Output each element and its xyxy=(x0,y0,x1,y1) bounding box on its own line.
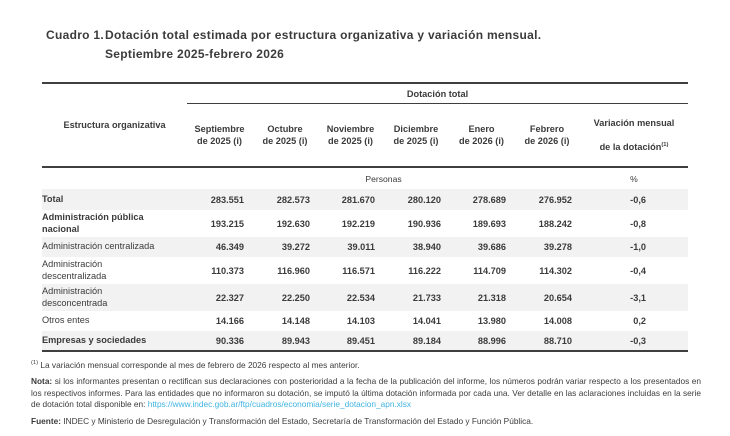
data-cell: 46.349 xyxy=(215,242,244,253)
nota-paragraph: Nota: si los informantes presentan o rec… xyxy=(31,376,701,411)
data-cell: 39.278 xyxy=(543,242,572,253)
col-header-nov-2025: Noviembre de 2025 (i) xyxy=(318,103,383,169)
col-header-dic-2025: Diciembre de 2025 (i) xyxy=(383,103,449,169)
data-cell: 283.551 xyxy=(210,194,244,205)
col-header-feb-2026: Febrero de 2026 (i) xyxy=(514,103,580,169)
variation-cell: -0,6 xyxy=(630,194,646,205)
data-cell: 21.318 xyxy=(477,292,506,303)
units-row: Personas % xyxy=(42,167,688,189)
data-cell: 14.103 xyxy=(346,316,375,327)
footnote-marker: (1) xyxy=(661,142,669,149)
data-cell: 116.960 xyxy=(277,265,310,276)
group-header-row: Estructura organizativa Dotación total xyxy=(42,83,688,169)
table-row-centralizada: Administración centralizada 46.349 39.27… xyxy=(42,237,688,258)
data-cell: 276.952 xyxy=(538,194,572,205)
footnotes-block: (1) La variación mensual corresponde al … xyxy=(31,360,701,427)
data-cell: 88.996 xyxy=(477,335,506,346)
cuadro-number: Cuadro 1. xyxy=(46,28,105,42)
variation-cell: -1,0 xyxy=(630,242,646,253)
group-header: Dotación total xyxy=(187,83,688,105)
nota-text: si los informantes presentan o rectifica… xyxy=(31,375,701,410)
variation-cell: -0,8 xyxy=(630,218,646,229)
row-header-label: Estructura organizativa xyxy=(42,83,187,169)
data-cell: 14.041 xyxy=(412,316,441,327)
data-cell: 39.272 xyxy=(281,242,310,253)
col-header-oct-2025: Octubre de 2025 (i) xyxy=(252,103,318,169)
column-header-row: Septiembre de 2025 (i) Octubre de 2025 (… xyxy=(42,103,688,169)
data-cell: 22.250 xyxy=(281,292,310,303)
data-cell: 39.011 xyxy=(347,242,375,253)
data-cell: 192.219 xyxy=(341,218,375,229)
data-cell: 22.534 xyxy=(346,292,375,303)
data-cell: 14.166 xyxy=(215,316,244,327)
data-cell: 110.373 xyxy=(211,265,244,276)
row-label: Administración centralizada xyxy=(42,241,155,252)
units-persons: Personas xyxy=(365,173,402,184)
data-cell: 89.451 xyxy=(346,335,375,346)
variacion-line-1: Variación mensual xyxy=(593,117,675,128)
variacion-line-2: de la dotación(1) xyxy=(599,142,669,153)
col-header-sep-2025: Septiembre de 2025 (i) xyxy=(187,103,252,169)
title-line-2: Septiembre 2025-febrero 2026 xyxy=(105,46,285,61)
footnote-1: (1) La variación mensual corresponde al … xyxy=(31,360,701,372)
data-cell: 88.710 xyxy=(543,335,572,346)
data-cell: 188.242 xyxy=(538,218,572,229)
row-label: Empresas y sociedades xyxy=(42,334,147,345)
variation-cell: -0,4 xyxy=(630,265,646,276)
serie-dotacion-link[interactable]: https://www.indec.gob.ar/ftp/cuadros/eco… xyxy=(147,399,412,410)
variation-cell: -0,3 xyxy=(630,335,646,346)
col-header-variacion: Variación mensual de la dotación(1) xyxy=(580,103,688,169)
data-cell: 280.120 xyxy=(407,194,441,205)
table-row-empresas: Empresas y sociedades 90.336 89.943 89.4… xyxy=(42,331,688,352)
data-cell: 116.571 xyxy=(342,265,375,276)
col-header-ene-2026: Enero de 2026 (i) xyxy=(449,103,514,169)
variation-cell: -3,1 xyxy=(630,292,646,303)
data-cell: 114.709 xyxy=(473,265,506,276)
table-row-otros-entes: Otros entes 14.166 14.148 14.103 14.041 … xyxy=(42,311,688,331)
row-label: Administración pública nacional xyxy=(42,211,144,234)
data-cell: 14.008 xyxy=(543,316,572,327)
data-cell: 278.689 xyxy=(472,194,506,205)
data-cell: 189.693 xyxy=(472,218,506,229)
footnote-1-text: La variación mensual corresponde al mes … xyxy=(38,360,360,371)
data-cell: 22.327 xyxy=(215,292,244,303)
dotacion-table: Estructura organizativa Dotación total S… xyxy=(42,82,688,352)
row-label: Administración desconcentrada xyxy=(42,285,108,308)
data-cell: 90.336 xyxy=(215,335,244,346)
table-row-apn: Administración pública nacional 193.215 … xyxy=(42,210,688,237)
table-row-descentralizada: Administración descentralizada 110.373 1… xyxy=(42,257,688,284)
table-row-total: Total 283.551 282.573 281.670 280.120 27… xyxy=(42,189,688,211)
table-row-desconcentrada: Administración desconcentrada 22.327 22.… xyxy=(42,284,688,312)
data-cell: 192.630 xyxy=(276,218,310,229)
data-cell: 20.654 xyxy=(543,292,572,303)
row-label: Administración descentralizada xyxy=(42,258,107,281)
fuente-label: Fuente: xyxy=(31,415,61,426)
data-cell: 190.936 xyxy=(407,218,441,229)
fuente-text: INDEC y Ministerio de Desregulación y Tr… xyxy=(60,415,534,426)
data-cell: 13.980 xyxy=(477,316,506,327)
data-cell: 89.943 xyxy=(281,335,310,346)
table-title-block: Cuadro 1. Dotación total estimada por es… xyxy=(0,0,730,63)
data-cell: 14.148 xyxy=(281,316,310,327)
row-label: Otros entes xyxy=(42,315,90,326)
fuente-paragraph: Fuente: INDEC y Ministerio de Desregulac… xyxy=(31,416,701,428)
footnote-1-marker: (1) xyxy=(31,360,39,367)
row-label: Total xyxy=(42,193,64,204)
title-line-1: Dotación total estimada por estructura o… xyxy=(105,28,542,42)
data-cell: 282.573 xyxy=(276,194,310,205)
page-title: Dotación total estimada por estructura o… xyxy=(105,26,541,63)
data-cell: 38.940 xyxy=(412,242,441,253)
data-cell: 281.670 xyxy=(341,194,375,205)
data-cell: 39.686 xyxy=(477,242,506,253)
data-cell: 114.302 xyxy=(539,265,572,276)
data-cell: 21.733 xyxy=(412,292,441,303)
data-cell: 193.215 xyxy=(210,218,244,229)
variation-cell: 0,2 xyxy=(633,316,646,327)
data-cell: 116.222 xyxy=(408,265,441,276)
data-cell: 89.184 xyxy=(412,335,441,346)
units-percent: % xyxy=(630,173,638,184)
units-empty-cell xyxy=(42,167,187,189)
nota-label: Nota: xyxy=(31,375,53,386)
